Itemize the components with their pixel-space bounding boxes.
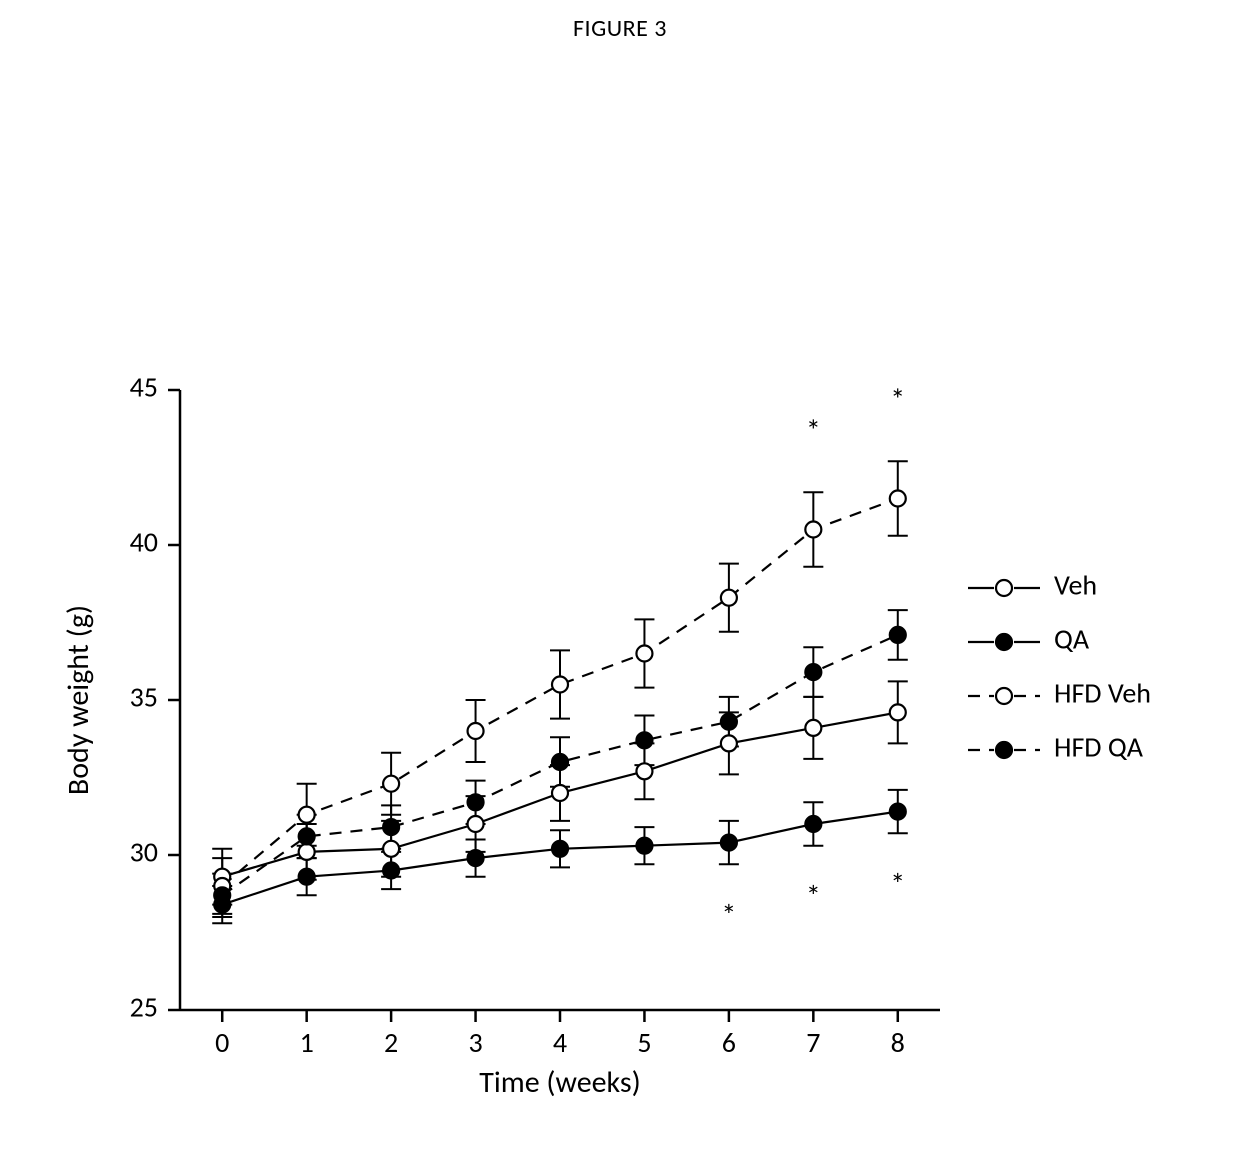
marker-hfd_veh (383, 776, 399, 792)
marker-hfd_qa (552, 754, 568, 770)
marker-veh (721, 735, 737, 751)
legend-label-hfd_qa: HFD QA (1054, 730, 1144, 765)
marker-qa (805, 816, 821, 832)
legend-marker-qa (996, 634, 1012, 650)
legend-marker-hfd_veh (996, 688, 1012, 704)
marker-veh (552, 785, 568, 801)
marker-hfd_qa (214, 887, 230, 903)
x-tick-label: 1 (300, 1025, 314, 1060)
marker-hfd_qa (383, 819, 399, 835)
significance-asterisk: * (890, 381, 905, 418)
marker-qa (299, 869, 315, 885)
marker-veh (383, 841, 399, 857)
legend-marker-veh (996, 580, 1012, 596)
marker-hfd_qa (721, 714, 737, 730)
x-axis-label: Time (weeks) (479, 1064, 641, 1101)
marker-hfd_veh (805, 522, 821, 538)
marker-qa (636, 838, 652, 854)
x-tick-label: 8 (891, 1025, 905, 1060)
marker-hfd_veh (468, 723, 484, 739)
marker-qa (468, 850, 484, 866)
marker-hfd_qa (299, 828, 315, 844)
marker-hfd_qa (636, 732, 652, 748)
x-tick-label: 4 (553, 1025, 567, 1060)
marker-veh (636, 763, 652, 779)
marker-hfd_veh (299, 807, 315, 823)
y-tick-label: 35 (130, 680, 158, 715)
legend-marker-hfd_qa (996, 742, 1012, 758)
marker-qa (383, 863, 399, 879)
legend-label-qa: QA (1054, 622, 1090, 657)
x-tick-label: 2 (384, 1025, 398, 1060)
marker-hfd_veh (890, 491, 906, 507)
y-tick-label: 45 (130, 370, 158, 405)
marker-qa (552, 841, 568, 857)
marker-veh (805, 720, 821, 736)
significance-asterisk: * (721, 897, 736, 934)
y-tick-label: 25 (130, 990, 158, 1025)
body-weight-chart: 2530354045012345678 ***** VehQAHFD VehHF… (0, 0, 1240, 1164)
marker-qa (890, 804, 906, 820)
significance-asterisk: * (890, 866, 905, 903)
marker-hfd_veh (721, 590, 737, 606)
marker-veh (299, 844, 315, 860)
x-tick-label: 5 (637, 1025, 651, 1060)
marker-hfd_qa (805, 664, 821, 680)
marker-qa (721, 835, 737, 851)
y-tick-label: 30 (130, 835, 158, 870)
x-tick-label: 0 (215, 1025, 229, 1060)
y-axis-label: Body weight (g) (60, 605, 97, 795)
marker-hfd_veh (552, 677, 568, 693)
marker-veh (468, 816, 484, 832)
x-tick-label: 7 (806, 1025, 820, 1060)
y-tick-label: 40 (130, 525, 158, 560)
x-tick-label: 3 (468, 1025, 482, 1060)
x-tick-label: 6 (722, 1025, 736, 1060)
significance-asterisk: * (806, 878, 821, 915)
marker-hfd_qa (468, 794, 484, 810)
legend-label-hfd_veh: HFD Veh (1054, 676, 1151, 711)
marker-hfd_qa (890, 627, 906, 643)
marker-hfd_veh (636, 646, 652, 662)
legend-label-veh: Veh (1054, 568, 1097, 603)
marker-veh (890, 704, 906, 720)
significance-asterisk: * (806, 412, 821, 449)
